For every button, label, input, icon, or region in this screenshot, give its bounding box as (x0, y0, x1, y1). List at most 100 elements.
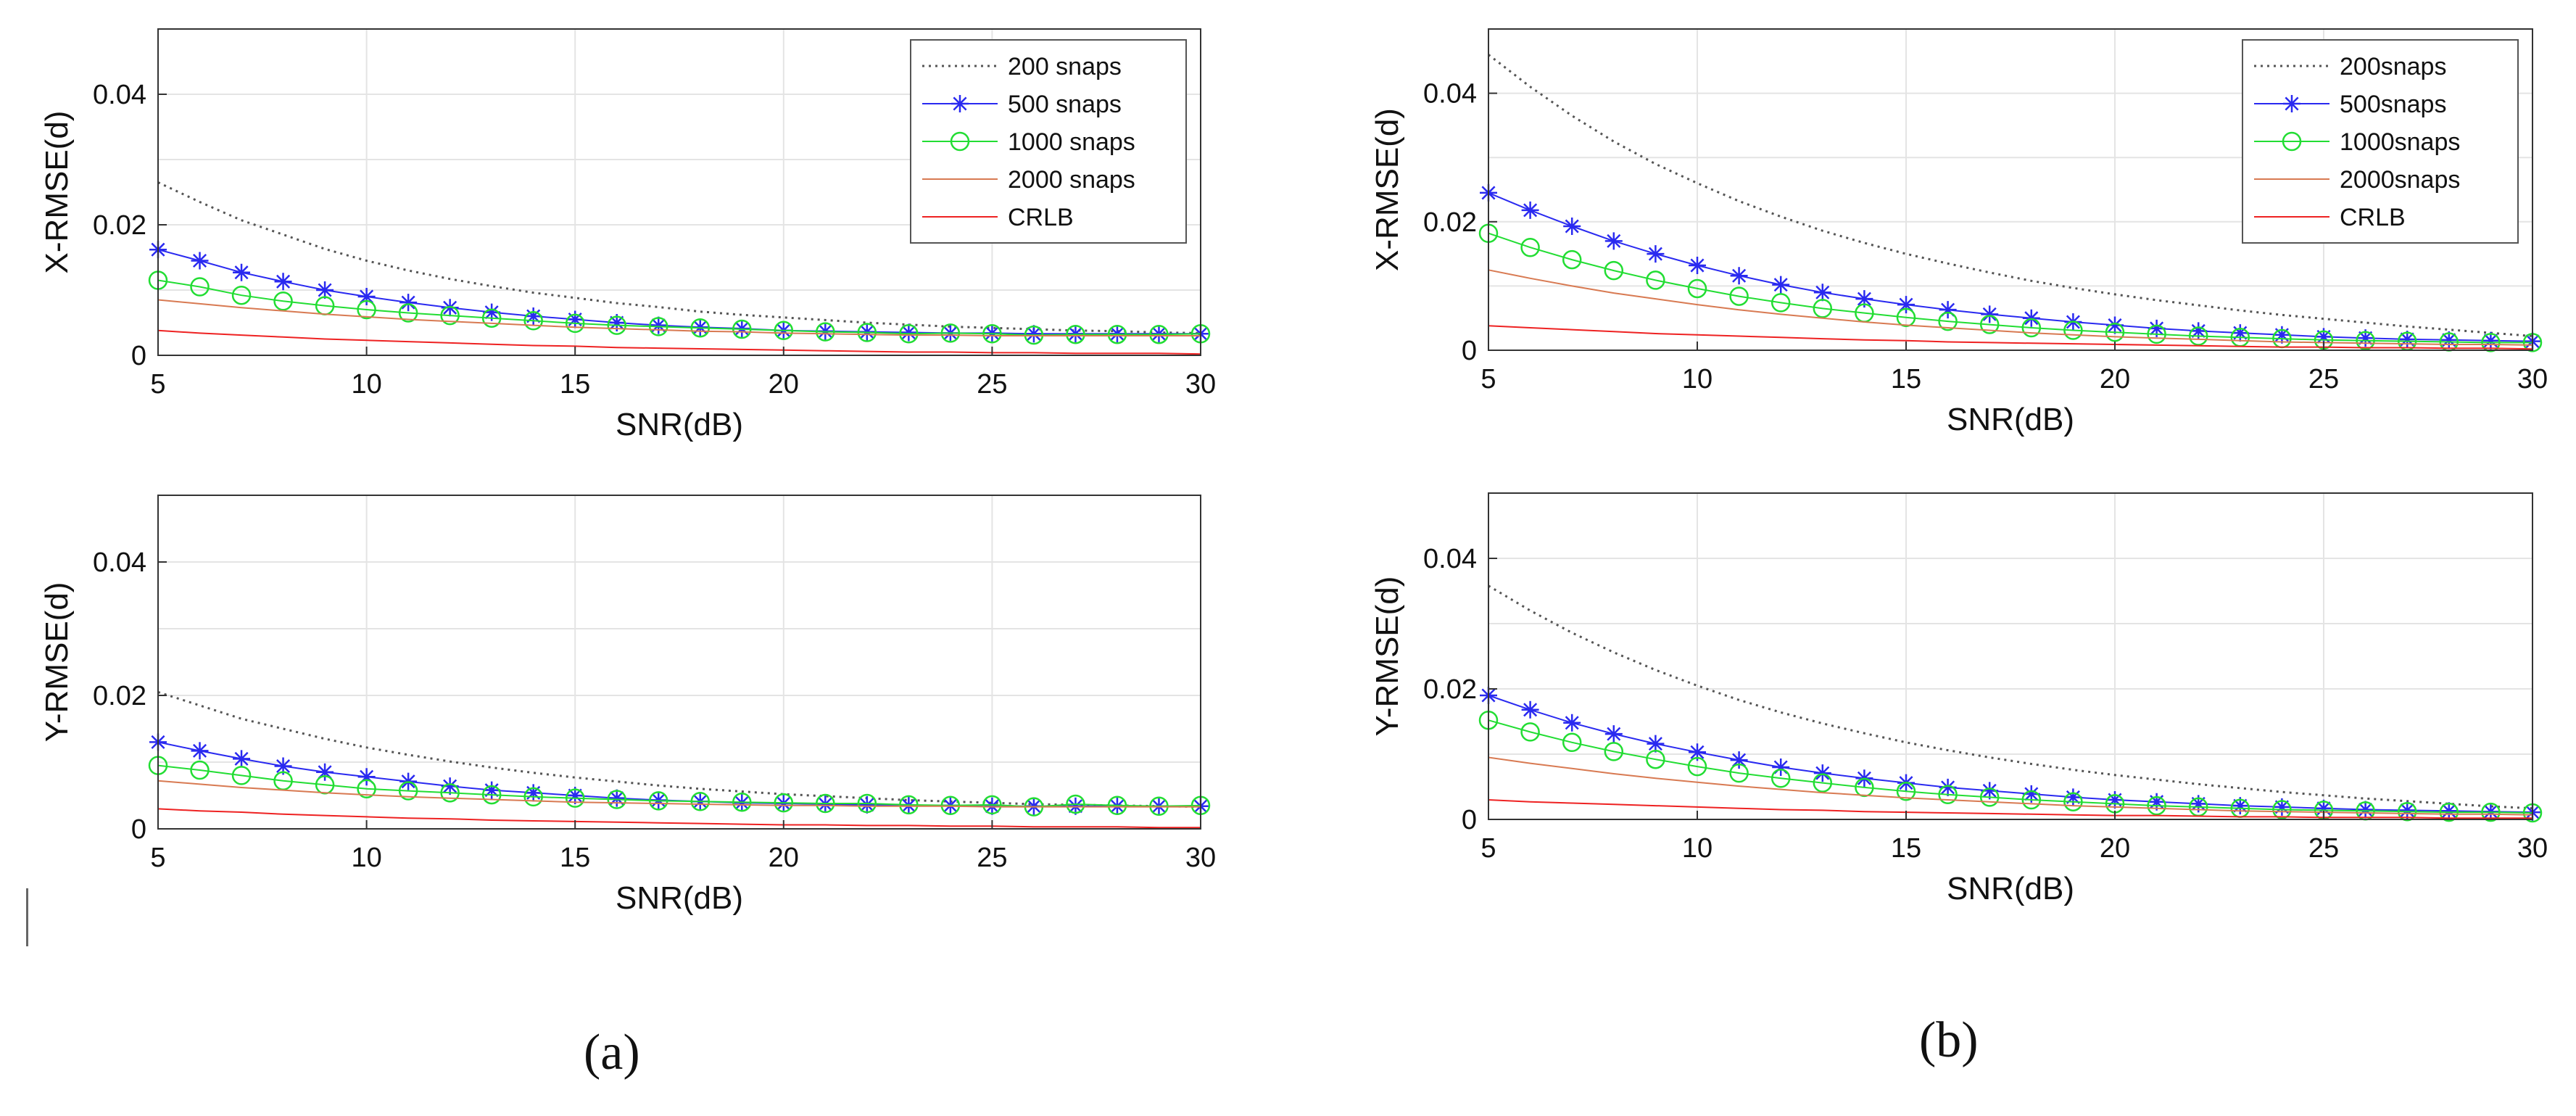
y-tick-label: 0.02 (93, 210, 146, 241)
series-line (157, 780, 1201, 808)
data-point (2481, 802, 2501, 822)
series-line (157, 279, 1201, 336)
chart-a-x: 5 10 15 20 25 30 0 0.02 0.04 SNR(dB) X-RMSE(d) 200 … (39, 28, 1216, 442)
data-point (1647, 245, 1665, 263)
x-tick-label: 5 (150, 843, 165, 873)
data-point (690, 792, 711, 811)
data-point (1771, 293, 1791, 313)
data-point (1563, 218, 1581, 236)
data-point (2272, 800, 2292, 819)
legend: 200 snaps 500 snaps 1000 snaps 2000 snaps CR… (910, 39, 1187, 244)
data-point (233, 263, 251, 281)
data-point (899, 324, 919, 344)
data-point (191, 252, 209, 270)
series-line (1488, 325, 2533, 350)
data-point (1562, 249, 1582, 270)
plot-frame (157, 495, 1201, 830)
data-point (982, 795, 1002, 815)
data-point (1687, 278, 1707, 299)
x-tick-label: 10 (1682, 833, 1712, 864)
data-point (608, 789, 626, 807)
y-tick-label: 0.02 (93, 681, 146, 711)
data-point (524, 784, 542, 802)
data-point (2440, 331, 2458, 349)
y-tick-label: 0 (131, 341, 146, 371)
data-point (1604, 232, 1623, 250)
data-point (1066, 794, 1085, 814)
data-point (523, 787, 543, 807)
data-point (1855, 777, 1874, 798)
panel-label-b: (b) (1919, 1012, 1979, 1068)
series-2000snaps (1488, 756, 2533, 816)
legend-label: 200 snaps (1008, 53, 1122, 80)
data-point (190, 277, 210, 297)
data-point (1938, 785, 1958, 805)
y-axis-label: X-RMSE(d) (39, 111, 75, 274)
legend-marker (2283, 95, 2300, 112)
series-crlb (1488, 325, 2533, 350)
data-point (1772, 276, 1790, 294)
y-axis-label: X-RMSE(d) (1370, 108, 1405, 271)
data-point (2021, 318, 2042, 338)
x-tick-label: 15 (1891, 833, 1921, 864)
data-point (231, 285, 252, 305)
series-line (1488, 269, 2533, 346)
panel-label-a: (a) (584, 1025, 640, 1080)
data-point (2315, 799, 2332, 817)
plot-frame (157, 28, 1201, 356)
series-line (157, 329, 1201, 355)
data-point (2021, 790, 2042, 810)
legend-label: 500 snaps (1008, 91, 1122, 118)
data-point (1563, 714, 1581, 732)
x-tick-label: 10 (351, 843, 381, 873)
x-tick-label: 25 (977, 843, 1007, 873)
y-tick-label: 0.04 (1423, 544, 1477, 574)
data-point (1604, 725, 1623, 743)
data-point (565, 788, 585, 808)
x-tick-label: 10 (351, 369, 381, 400)
data-point (398, 781, 418, 801)
data-point (1687, 756, 1707, 777)
data-point (1730, 267, 1748, 285)
data-point (1521, 201, 1539, 219)
x-tick-label: 30 (1185, 369, 1216, 400)
plot-area (158, 495, 1201, 829)
data-point (732, 792, 752, 812)
x-tick-label: 25 (2308, 833, 2339, 864)
data-point (483, 303, 501, 321)
plot-area (1488, 493, 2532, 819)
x-tick-label: 20 (2100, 833, 2130, 864)
data-point (523, 311, 543, 331)
data-point (1647, 735, 1665, 753)
data-point (2148, 319, 2166, 337)
data-point (2190, 795, 2208, 813)
x-tick-label: 25 (2308, 364, 2339, 394)
data-point (357, 779, 376, 799)
data-point (774, 321, 794, 341)
data-point (2440, 802, 2458, 820)
data-point (1939, 301, 1957, 319)
x-tick-label: 5 (150, 369, 165, 400)
x-tick-label: 25 (977, 369, 1007, 400)
x-tick-label: 15 (560, 843, 590, 873)
series-crlb (157, 329, 1201, 355)
data-point (231, 766, 252, 785)
data-point (274, 757, 292, 775)
y-tick-label: 0.04 (93, 547, 146, 578)
data-point (399, 294, 418, 312)
data-point (2231, 324, 2249, 342)
series-2000-snaps (157, 299, 1201, 336)
data-point (732, 319, 752, 339)
x-tick-label: 30 (1185, 843, 1216, 873)
data-point (1813, 284, 1831, 302)
data-point (899, 795, 919, 815)
data-point (1646, 270, 1665, 290)
x-tick-label: 20 (769, 843, 799, 873)
data-point (1604, 260, 1624, 281)
x-tick-label: 5 (1480, 833, 1496, 864)
data-point (2147, 324, 2166, 344)
y-tick-label: 0 (1462, 336, 1477, 366)
plot-frame (1488, 492, 2533, 820)
data-point (566, 310, 584, 328)
